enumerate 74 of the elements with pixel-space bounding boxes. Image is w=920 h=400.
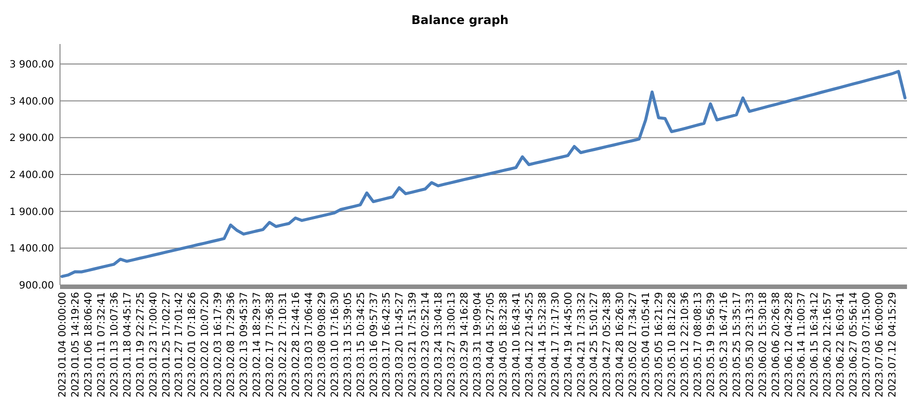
x-tick-label: 2023.01.27 17:01:42 [174, 292, 186, 398]
x-tick-label: 2023.04.25 15:01:27 [589, 292, 600, 398]
y-tick-label: 2 400.00 [9, 170, 54, 181]
x-tick-label: 2023.04.27 05:24:38 [602, 292, 614, 398]
x-tick-label: 2023.01.25 17:02:27 [161, 292, 172, 398]
x-tick-label: 2023.03.08 09:08:29 [316, 292, 328, 398]
x-tick-label: 2023.01.23 17:00:40 [148, 292, 160, 398]
x-tick-label: 2023.05.12 22:10:36 [680, 292, 692, 398]
x-tick-label: 2023.03.31 19:09:04 [472, 292, 484, 398]
x-tick-label: 2023.01.19 22:27:25 [135, 292, 146, 398]
x-tick-label: 2023.05.30 23:13:33 [744, 292, 756, 398]
x-tick-label: 2023.06.06 20:26:38 [770, 292, 782, 398]
x-tick-label: 2023.06.12 04:29:28 [784, 292, 795, 398]
x-tick-label: 2023.02.28 12:44:16 [290, 292, 302, 398]
x-tick-label: 2023.01.06 18:06:40 [83, 292, 94, 398]
x-tick-label: 2023.02.17 17:36:38 [265, 292, 276, 398]
x-tick-label: 2023.07.03 07:15:00 [862, 292, 873, 398]
x-tick-label: 2023.03.03 17:06:44 [304, 292, 315, 398]
x-tick-label: 2023.05.23 16:47:16 [718, 292, 730, 398]
x-tick-label: 2023.03.27 13:00:13 [446, 292, 458, 398]
x-tick-label: 2023.01.11 07:32:41 [96, 292, 108, 398]
x-tick-label: 2023.05.05 16:21:29 [654, 292, 666, 398]
x-tick-label: 2023.03.17 16:42:35 [382, 292, 393, 398]
x-tick-label: 2023.01.13 10:07:36 [109, 292, 120, 398]
x-tick-label: 2023.04.28 16:26:30 [615, 292, 626, 398]
x-tick-label: 2023.02.08 17:29:36 [226, 292, 238, 398]
x-tick-label: 2023.02.22 17:10:31 [278, 292, 289, 398]
x-tick-label: 2023.01.18 04:45:17 [122, 292, 134, 398]
x-tick-label: 2023.05.10 18:12:28 [667, 292, 678, 398]
x-tick-label: 2023.01.05 14:19:26 [70, 292, 82, 398]
x-tick-label: 2023.06.20 12:16:57 [822, 292, 834, 398]
x-tick-label: 2023.04.14 15:32:38 [537, 292, 548, 398]
x-tick-label: 2023.05.17 08:08:13 [692, 292, 704, 398]
x-tick-label: 2023.07.06 16:00:00 [874, 292, 886, 398]
x-tick-label: 2023.05.25 15:35:17 [732, 292, 743, 398]
line-series [60, 70, 906, 278]
y-tick-label: 900.00 [19, 280, 54, 292]
x-tick-label: 2023.03.21 17:51:39 [408, 292, 419, 398]
y-tick-label: 1 900.00 [9, 206, 54, 218]
x-tick-label: 2023.04.17 17:17:30 [550, 292, 562, 398]
x-tick-label: 2023.05.04 01:05:41 [641, 292, 652, 398]
x-tick-label: 2023.05.02 17:34:27 [628, 292, 640, 398]
chart-title: Balance graph [411, 13, 509, 27]
y-tick-label: 2 900.00 [9, 133, 54, 144]
x-tick-label: 2023.02.14 18:29:37 [252, 292, 264, 398]
x-tick-label: 2023.02.02 10:07:20 [200, 292, 212, 398]
x-tick-label: 2023.03.20 11:45:27 [394, 292, 406, 398]
x-tick-label: 2023.05.19 19:56:39 [706, 292, 717, 398]
x-tick-label: 2023.03.10 17:16:30 [330, 292, 341, 398]
x-tick-label: 2023.06.15 16:34:12 [810, 292, 821, 398]
x-tick-label: 2023.04.12 21:45:25 [524, 292, 536, 398]
x-tick-label: 2023.03.15 10:34:25 [356, 292, 367, 398]
x-tick-label: 2023.06.14 11:00:37 [796, 292, 808, 398]
x-tick-label: 2023.01.04 00:00:00 [58, 292, 68, 398]
x-tick-label: 2023.04.10 16:43:41 [511, 292, 522, 398]
y-tick-label: 1 400.00 [9, 244, 54, 255]
x-tick-label: 2023.03.24 13:04:18 [434, 292, 445, 398]
x-tick-label: 2023.04.19 14:45:00 [563, 292, 574, 398]
x-tick-label: 2023.06.27 05:56:14 [848, 292, 860, 398]
x-tick-label: 2023.06.02 15:30:18 [758, 292, 769, 398]
x-tick-label: 2023.03.13 15:39:05 [342, 292, 354, 398]
y-tick-label: 3 400.00 [9, 96, 54, 108]
x-tick-label: 2023.04.21 17:33:32 [576, 292, 588, 398]
x-tick-label: 2023.03.16 09:57:37 [368, 292, 380, 398]
x-tick-label: 2023.06.22 16:03:41 [836, 292, 847, 398]
x-tick-label: 2023.03.23 02:52:14 [420, 292, 432, 398]
x-tick-label: 2023.04.05 18:32:38 [498, 292, 510, 398]
x-tick-label: 2023.04.04 15:27:05 [485, 292, 496, 398]
x-tick-label: 2023.02.13 09:45:37 [239, 292, 250, 398]
x-tick-label: 2023.03.29 14:16:28 [460, 292, 471, 398]
x-tick-label: 2023.02.03 16:17:39 [213, 292, 224, 398]
x-tick-label: 2023.02.01 07:18:26 [187, 292, 198, 398]
x-tick-label: 2023.07.12 04:15:29 [888, 292, 899, 398]
y-tick-label: 3 900.00 [9, 60, 54, 70]
